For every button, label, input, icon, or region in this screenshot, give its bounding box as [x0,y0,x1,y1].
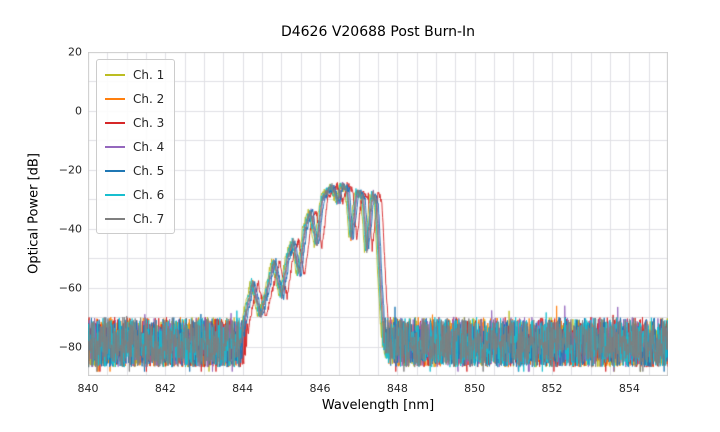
x-tick-label: 848 [386,382,408,395]
x-tick-label: 854 [618,382,640,395]
legend: Ch. 1 Ch. 2 Ch. 3 Ch. 4 Ch. 5 Ch. 6 Ch. 7 [96,59,176,234]
legend-entry: Ch. 5 [105,162,164,179]
legend-label: Ch. 5 [133,163,165,178]
x-tick-label: 852 [541,382,563,395]
legend-entry: Ch. 3 [105,114,164,131]
y-tick-label: 0 [75,104,82,118]
legend-entry: Ch. 2 [105,90,164,107]
legend-label: Ch. 2 [133,91,165,106]
spectrum-plot-canvas [88,52,668,376]
legend-label: Ch. 7 [133,211,165,226]
x-tick-label: 844 [232,382,254,395]
legend-line-swatch [105,97,125,100]
legend-line-swatch [105,73,125,76]
x-tick-label: 842 [154,382,176,395]
legend-label: Ch. 6 [133,187,165,202]
legend-line-swatch [105,121,125,124]
legend-entry: Ch. 7 [105,210,164,227]
legend-label: Ch. 1 [133,67,165,82]
legend-entry: Ch. 6 [105,186,164,203]
legend-entry: Ch. 1 [105,66,164,83]
y-tick-label: −40 [58,222,82,236]
legend-label: Ch. 4 [133,139,165,154]
legend-line-swatch [105,193,125,196]
y-tick-label: −60 [58,281,82,295]
legend-entry: Ch. 4 [105,138,164,155]
legend-line-swatch [105,169,125,172]
legend-line-swatch [105,217,125,220]
x-tick-label: 840 [77,382,99,395]
x-tick-label: 850 [464,382,486,395]
chart-title: D4626 V20688 Post Burn-In [280,24,476,40]
y-tick-label: −20 [58,163,82,177]
x-tick-label: 846 [309,382,331,395]
x-axis-label: Wavelength [nm] [321,398,435,413]
y-tick-label: 20 [68,45,82,59]
legend-label: Ch. 3 [133,115,165,130]
y-tick-label: −80 [58,340,82,354]
y-axis-label: Optical Power [dB] [26,153,42,274]
legend-line-swatch [105,145,125,148]
